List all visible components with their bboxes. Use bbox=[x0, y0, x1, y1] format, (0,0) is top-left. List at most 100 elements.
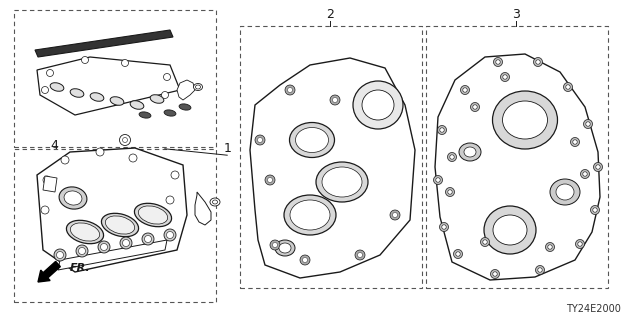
Circle shape bbox=[42, 86, 49, 93]
Circle shape bbox=[433, 175, 442, 185]
Circle shape bbox=[454, 250, 463, 259]
Circle shape bbox=[536, 266, 545, 275]
Ellipse shape bbox=[296, 127, 328, 153]
Ellipse shape bbox=[70, 223, 100, 241]
Circle shape bbox=[575, 239, 584, 249]
Circle shape bbox=[390, 210, 400, 220]
Ellipse shape bbox=[139, 112, 151, 118]
Circle shape bbox=[548, 245, 552, 249]
Ellipse shape bbox=[484, 206, 536, 254]
Circle shape bbox=[586, 122, 590, 126]
Circle shape bbox=[255, 135, 265, 145]
Circle shape bbox=[580, 170, 589, 179]
Ellipse shape bbox=[164, 110, 176, 116]
Ellipse shape bbox=[502, 101, 547, 139]
Circle shape bbox=[54, 249, 66, 261]
Circle shape bbox=[536, 60, 540, 64]
Ellipse shape bbox=[290, 200, 330, 230]
Ellipse shape bbox=[316, 162, 368, 202]
Ellipse shape bbox=[150, 95, 164, 103]
Ellipse shape bbox=[134, 203, 172, 227]
Circle shape bbox=[538, 268, 542, 272]
Circle shape bbox=[573, 140, 577, 144]
Bar bbox=[426, 26, 608, 288]
Circle shape bbox=[483, 240, 487, 244]
Circle shape bbox=[456, 252, 460, 256]
Ellipse shape bbox=[464, 147, 476, 157]
Circle shape bbox=[265, 175, 275, 185]
Circle shape bbox=[583, 172, 588, 176]
Circle shape bbox=[593, 208, 597, 212]
Circle shape bbox=[596, 165, 600, 169]
Circle shape bbox=[47, 69, 54, 76]
Circle shape bbox=[287, 87, 292, 92]
Polygon shape bbox=[58, 240, 167, 270]
Circle shape bbox=[450, 155, 454, 159]
Circle shape bbox=[303, 258, 307, 262]
Circle shape bbox=[122, 60, 129, 67]
Circle shape bbox=[578, 242, 582, 246]
Circle shape bbox=[481, 237, 490, 246]
Circle shape bbox=[273, 243, 278, 247]
Circle shape bbox=[392, 212, 397, 218]
Circle shape bbox=[43, 176, 51, 184]
Circle shape bbox=[98, 241, 110, 253]
Ellipse shape bbox=[67, 220, 104, 244]
Circle shape bbox=[76, 245, 88, 257]
Circle shape bbox=[171, 171, 179, 179]
Circle shape bbox=[493, 58, 502, 67]
Circle shape bbox=[358, 252, 362, 258]
Polygon shape bbox=[250, 58, 415, 278]
Ellipse shape bbox=[70, 89, 84, 97]
Ellipse shape bbox=[179, 104, 191, 110]
Text: TY24E2000: TY24E2000 bbox=[566, 304, 621, 314]
Circle shape bbox=[503, 75, 507, 79]
Ellipse shape bbox=[275, 240, 295, 256]
Circle shape bbox=[61, 156, 69, 164]
Circle shape bbox=[490, 269, 499, 278]
Circle shape bbox=[463, 88, 467, 92]
Ellipse shape bbox=[106, 216, 134, 234]
Ellipse shape bbox=[556, 184, 574, 200]
Circle shape bbox=[448, 190, 452, 194]
Circle shape bbox=[120, 134, 131, 146]
Polygon shape bbox=[35, 30, 173, 57]
Circle shape bbox=[333, 98, 337, 102]
Circle shape bbox=[166, 196, 174, 204]
Bar bbox=[14, 149, 216, 302]
Circle shape bbox=[440, 128, 444, 132]
Circle shape bbox=[79, 247, 86, 254]
Ellipse shape bbox=[284, 195, 336, 235]
Polygon shape bbox=[177, 80, 195, 100]
Ellipse shape bbox=[90, 93, 104, 101]
Ellipse shape bbox=[130, 101, 144, 109]
Polygon shape bbox=[43, 176, 57, 192]
Polygon shape bbox=[37, 57, 180, 115]
Circle shape bbox=[591, 205, 600, 214]
Text: FR.: FR. bbox=[70, 263, 91, 273]
Polygon shape bbox=[37, 148, 187, 272]
Ellipse shape bbox=[289, 123, 335, 157]
Circle shape bbox=[447, 153, 456, 162]
Text: 1: 1 bbox=[223, 142, 231, 155]
Ellipse shape bbox=[210, 198, 220, 206]
Polygon shape bbox=[435, 54, 600, 280]
Circle shape bbox=[56, 252, 63, 259]
Ellipse shape bbox=[459, 143, 481, 161]
Circle shape bbox=[166, 231, 173, 238]
Ellipse shape bbox=[138, 206, 168, 224]
Text: 2: 2 bbox=[326, 8, 333, 21]
Ellipse shape bbox=[193, 84, 202, 91]
Circle shape bbox=[161, 92, 168, 99]
Circle shape bbox=[584, 119, 593, 129]
Circle shape bbox=[445, 188, 454, 196]
Circle shape bbox=[285, 85, 295, 95]
Text: 4: 4 bbox=[51, 139, 58, 152]
Circle shape bbox=[300, 255, 310, 265]
Circle shape bbox=[563, 83, 573, 92]
Circle shape bbox=[570, 138, 579, 147]
Ellipse shape bbox=[279, 243, 291, 253]
Ellipse shape bbox=[110, 97, 124, 105]
FancyArrow shape bbox=[38, 261, 60, 282]
Ellipse shape bbox=[195, 85, 200, 89]
